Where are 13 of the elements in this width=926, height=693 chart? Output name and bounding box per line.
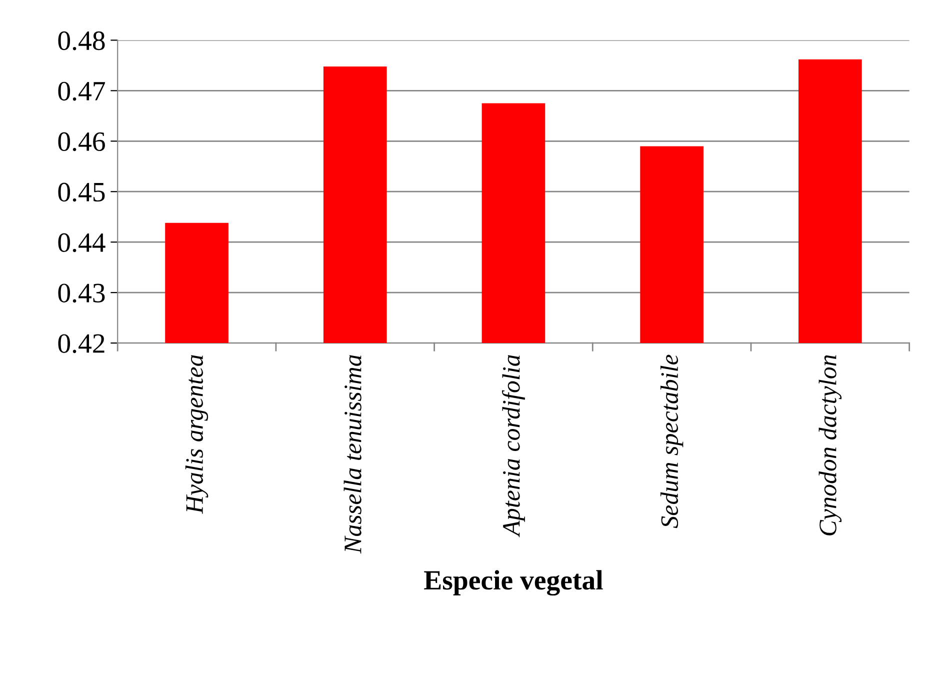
y-tick-label: 0.46 [58, 132, 105, 152]
x-axis-title: Especie vegetal [424, 570, 603, 596]
x-tick-label: Sedum spectabile [660, 354, 684, 528]
y-tick-label: 0.48 [58, 31, 105, 50]
y-tick-label: 0.44 [58, 233, 106, 252]
y-tick-label: 0.42 [58, 334, 104, 354]
y-tick-label: 0.43 [58, 284, 105, 303]
y-tick-label: 0.47 [58, 82, 105, 101]
x-tick-label: Nassella tenuissima [344, 355, 362, 554]
x-tick-label: Cynodon dactylon [818, 355, 842, 536]
y-tick-label: 0.45 [58, 182, 105, 202]
x-tick-label: Aptenia cordifolia [502, 355, 525, 538]
x-tick-label: Hyalis argentea [185, 355, 208, 514]
